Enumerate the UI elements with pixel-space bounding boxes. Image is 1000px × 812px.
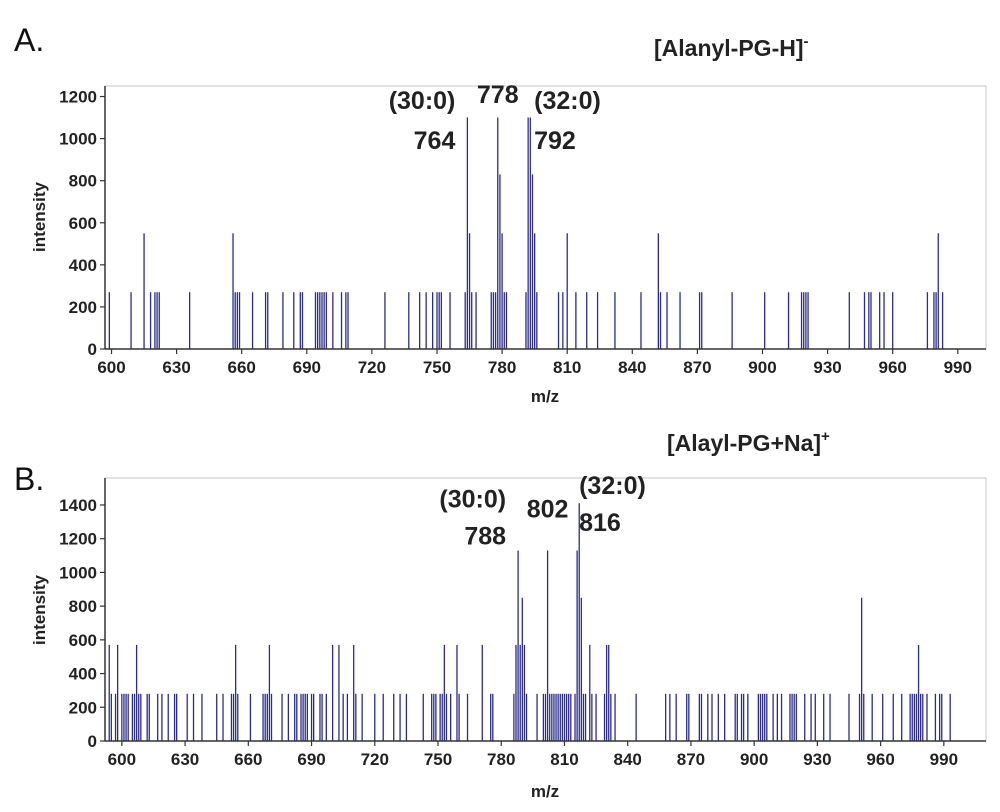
panel-b-x-tick-label: 840 [614,750,642,769]
panel-b-peaks [108,503,951,741]
panel-b-x-tick-label: 690 [297,750,325,769]
panel-a: A. [Alanyl-PG-H]- 600 630 660 690 720 750 780 8… [14,22,987,406]
panel-a-peak-annotation: 792 [534,127,576,155]
panel-b-peak-annotation: (32:0) [579,472,646,500]
panel-b-x-tick-label: 870 [677,750,705,769]
panel-b-annotations: (30:0) 788 802 (32:0) 816 [439,472,645,551]
panel-a-x-tick-label: 600 [97,358,125,377]
panel-a-ticks: 600 630 660 690 720 750 780 810 840 870 900 930 960 9… [59,88,972,377]
panel-b: B. [Alayl-PG+Na]+ 600 630 660 690 720 750 780 8… [14,428,987,801]
panel-a-x-tick-label: 630 [162,358,190,377]
panel-a-x-tick-label: 720 [358,358,386,377]
panel-a-x-tick-label: 870 [683,358,711,377]
panel-b-x-tick-label: 960 [866,750,894,769]
panel-a-y-tick-label: 800 [69,172,97,191]
panel-a-y-axis-label: intensity [30,182,49,252]
panel-b-x-tick-label: 600 [108,750,136,769]
panel-b-x-tick-label: 750 [424,750,452,769]
panel-a-x-tick-label: 900 [748,358,776,377]
panel-b-x-axis-label: m/z [531,782,559,801]
panel-b-x-tick-label: 780 [487,750,515,769]
panel-b-x-tick-label: 990 [930,750,958,769]
panel-a-y-tick-label: 1000 [59,130,97,149]
panel-b-x-tick-label: 720 [361,750,389,769]
panel-b-ticks: 600 630 660 690 720 750 780 810 840 870 900 930 960 9… [59,496,958,769]
panel-b-y-tick-label: 1200 [59,530,97,549]
panel-b-peak-annotation: 788 [464,523,506,551]
panel-a-peak-annotation: (32:0) [534,87,601,115]
panel-a-y-tick-label: 200 [69,298,97,317]
panel-b-title-text: [Alayl-PG+Na] [667,430,821,456]
panel-a-y-tick-label: 400 [69,256,97,275]
panel-b-y-tick-label: 400 [69,665,97,684]
panel-a-peaks [108,117,944,349]
panel-a-x-axis-label: m/z [531,387,559,406]
panel-a-peak-annotation: 778 [477,81,519,109]
panel-a-title-sup: - [804,33,809,50]
panel-a-y-tick-label: 600 [69,214,97,233]
panel-b-y-tick-label: 800 [69,597,97,616]
panel-a-x-tick-label: 750 [423,358,451,377]
panel-b-peak-annotation: (30:0) [439,486,506,514]
panel-b-title-sup: + [821,428,830,445]
panel-a-y-tick-label: 0 [88,340,97,359]
panel-b-y-tick-label: 1000 [59,563,97,582]
panel-a-label: A. [14,22,44,58]
panel-a-annotations: (30:0) 764 778 (32:0) 792 [389,81,601,155]
panel-b-x-tick-label: 630 [171,750,199,769]
panel-b-x-tick-label: 660 [234,750,262,769]
panel-a-x-tick-label: 930 [813,358,841,377]
panel-a-x-tick-label: 690 [293,358,321,377]
panel-a-title-text: [Alanyl-PG-H] [654,35,804,61]
panel-b-x-tick-label: 810 [550,750,578,769]
panel-a-x-tick-label: 660 [228,358,256,377]
panel-b-x-tick-label: 900 [740,750,768,769]
panel-a-x-tick-label: 780 [488,358,516,377]
panel-a-ion-title: [Alanyl-PG-H]- [654,33,809,61]
panel-b-label: B. [14,461,44,497]
panel-a-x-tick-label: 960 [879,358,907,377]
panel-b-y-tick-label: 200 [69,698,97,717]
panel-b-y-tick-label: 1400 [59,496,97,515]
panel-a-peak-annotation: (30:0) [389,87,456,115]
panel-b-peak-annotation: 802 [527,496,569,524]
panel-a-x-tick-label: 810 [553,358,581,377]
panel-a-peak-annotation: 764 [414,127,456,155]
panel-b-x-tick-label: 930 [803,750,831,769]
panel-b-y-tick-label: 600 [69,631,97,650]
panel-b-ion-title: [Alayl-PG+Na]+ [667,428,830,456]
panel-a-x-tick-label: 990 [944,358,972,377]
panel-a-y-tick-label: 1200 [59,88,97,107]
panel-a-x-tick-label: 840 [618,358,646,377]
panel-b-y-tick-label: 0 [88,732,97,751]
panel-b-peak-annotation: 816 [579,509,621,537]
panel-b-y-axis-label: intensity [30,575,49,645]
